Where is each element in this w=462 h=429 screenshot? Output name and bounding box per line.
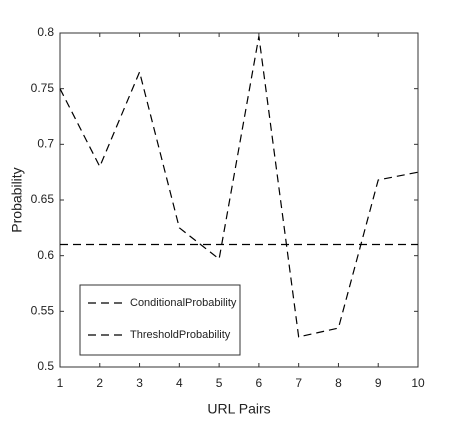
x-tick-label: 7	[295, 376, 302, 390]
x-tick-label: 2	[96, 376, 103, 390]
y-tick-label: 0.7	[37, 137, 54, 151]
x-tick-label: 6	[256, 376, 263, 390]
x-tick-label: 1	[57, 376, 64, 390]
x-tick-label: 3	[136, 376, 143, 390]
y-tick-label: 0.65	[31, 192, 55, 206]
y-tick-label: 0.75	[31, 81, 55, 95]
legend-label: ThresholdProbability	[130, 329, 231, 341]
legend-box	[79, 284, 241, 356]
x-tick-label: 9	[375, 376, 382, 390]
y-tick-label: 0.8	[37, 25, 54, 39]
y-tick-label: 0.5	[37, 359, 54, 373]
y-axis-label: Probability	[9, 167, 25, 232]
x-tick-label: 10	[411, 376, 425, 390]
x-axis-label: URL Pairs	[207, 401, 270, 417]
x-tick-label: 4	[176, 376, 183, 390]
y-tick-label: 0.55	[31, 304, 55, 318]
y-tick-label: 0.6	[37, 248, 54, 262]
x-tick-label: 8	[335, 376, 342, 390]
series-line	[59, 36, 419, 338]
x-tick-label: 5	[216, 376, 223, 390]
legend-label: ConditionalProbability	[130, 297, 237, 309]
